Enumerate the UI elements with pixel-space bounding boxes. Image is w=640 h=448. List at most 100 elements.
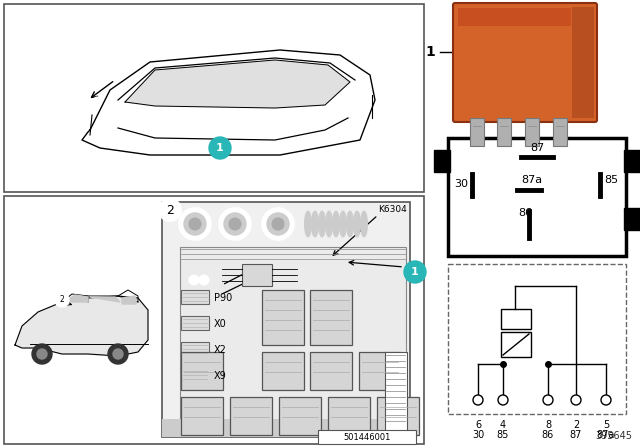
Text: 86: 86 — [542, 430, 554, 440]
Circle shape — [571, 395, 581, 405]
Circle shape — [224, 213, 246, 235]
Bar — [385, 352, 407, 437]
Circle shape — [267, 213, 289, 235]
Bar — [318, 430, 416, 444]
Bar — [448, 138, 626, 256]
Polygon shape — [90, 297, 120, 302]
Ellipse shape — [326, 211, 333, 237]
Bar — [501, 332, 531, 357]
Bar — [4, 4, 424, 192]
Text: K6304: K6304 — [378, 206, 407, 215]
Circle shape — [184, 213, 206, 235]
Bar — [310, 352, 352, 390]
Circle shape — [32, 344, 52, 364]
Bar — [448, 264, 626, 414]
Circle shape — [179, 208, 211, 240]
Bar — [181, 342, 209, 356]
Circle shape — [94, 97, 100, 103]
Bar — [310, 290, 352, 345]
Circle shape — [219, 208, 251, 240]
Bar — [572, 7, 594, 118]
Text: 85: 85 — [604, 175, 618, 185]
Circle shape — [262, 208, 294, 240]
Text: P90: P90 — [214, 293, 232, 303]
Text: 1: 1 — [425, 45, 435, 59]
Circle shape — [473, 395, 483, 405]
FancyBboxPatch shape — [453, 3, 597, 122]
Text: 2: 2 — [60, 296, 65, 305]
Bar — [497, 118, 511, 146]
Bar — [230, 397, 272, 435]
Bar — [242, 264, 272, 286]
Bar — [458, 8, 571, 26]
Circle shape — [159, 199, 181, 221]
Bar — [328, 397, 370, 435]
Text: 1: 1 — [216, 143, 224, 153]
Circle shape — [189, 218, 201, 230]
Bar — [162, 202, 410, 437]
Bar — [262, 290, 304, 345]
Circle shape — [108, 344, 128, 364]
Polygon shape — [122, 296, 136, 304]
Bar — [181, 290, 209, 304]
Bar — [434, 150, 450, 172]
Ellipse shape — [312, 211, 319, 237]
Text: 30: 30 — [454, 179, 468, 189]
Text: 501446001: 501446001 — [343, 432, 390, 441]
Bar — [279, 397, 321, 435]
Bar — [181, 316, 209, 330]
Bar — [501, 309, 531, 329]
Circle shape — [37, 349, 47, 359]
Ellipse shape — [333, 211, 339, 237]
Text: 87: 87 — [530, 143, 544, 153]
Circle shape — [543, 395, 553, 405]
Text: 30: 30 — [472, 430, 484, 440]
Bar — [624, 150, 640, 172]
Circle shape — [209, 137, 231, 159]
Text: X0: X0 — [214, 319, 227, 329]
Text: 87a: 87a — [597, 430, 615, 440]
Bar — [525, 118, 539, 146]
Ellipse shape — [305, 211, 312, 237]
Bar — [262, 352, 304, 390]
Bar — [181, 352, 223, 390]
Ellipse shape — [346, 211, 353, 237]
Bar — [180, 247, 406, 427]
Text: X9: X9 — [214, 371, 227, 381]
Text: 6: 6 — [475, 420, 481, 430]
Bar — [470, 118, 484, 146]
Circle shape — [189, 275, 199, 285]
Circle shape — [272, 218, 284, 230]
Ellipse shape — [319, 211, 326, 237]
Text: 5: 5 — [603, 420, 609, 430]
Bar — [553, 118, 567, 146]
Bar — [181, 397, 223, 435]
Bar — [181, 368, 209, 382]
Circle shape — [498, 395, 508, 405]
Circle shape — [601, 395, 611, 405]
Bar — [4, 196, 424, 444]
Ellipse shape — [353, 211, 360, 237]
Text: 8: 8 — [545, 420, 551, 430]
Text: 87a: 87a — [522, 175, 543, 185]
Ellipse shape — [339, 211, 346, 237]
Text: 85: 85 — [497, 430, 509, 440]
Polygon shape — [15, 296, 148, 356]
Ellipse shape — [360, 211, 367, 237]
Circle shape — [229, 218, 241, 230]
Polygon shape — [65, 295, 88, 302]
Polygon shape — [125, 60, 350, 108]
Text: 2: 2 — [166, 203, 174, 216]
Text: 1: 1 — [411, 267, 419, 277]
Circle shape — [55, 293, 69, 307]
Circle shape — [199, 275, 209, 285]
Circle shape — [404, 261, 426, 283]
Bar — [162, 419, 410, 437]
Text: 4: 4 — [500, 420, 506, 430]
Text: X2: X2 — [214, 345, 227, 355]
Text: 86: 86 — [518, 208, 532, 218]
Bar — [624, 208, 640, 230]
Text: 87: 87 — [570, 430, 582, 440]
Bar — [359, 352, 401, 390]
Text: 395645: 395645 — [595, 431, 632, 441]
